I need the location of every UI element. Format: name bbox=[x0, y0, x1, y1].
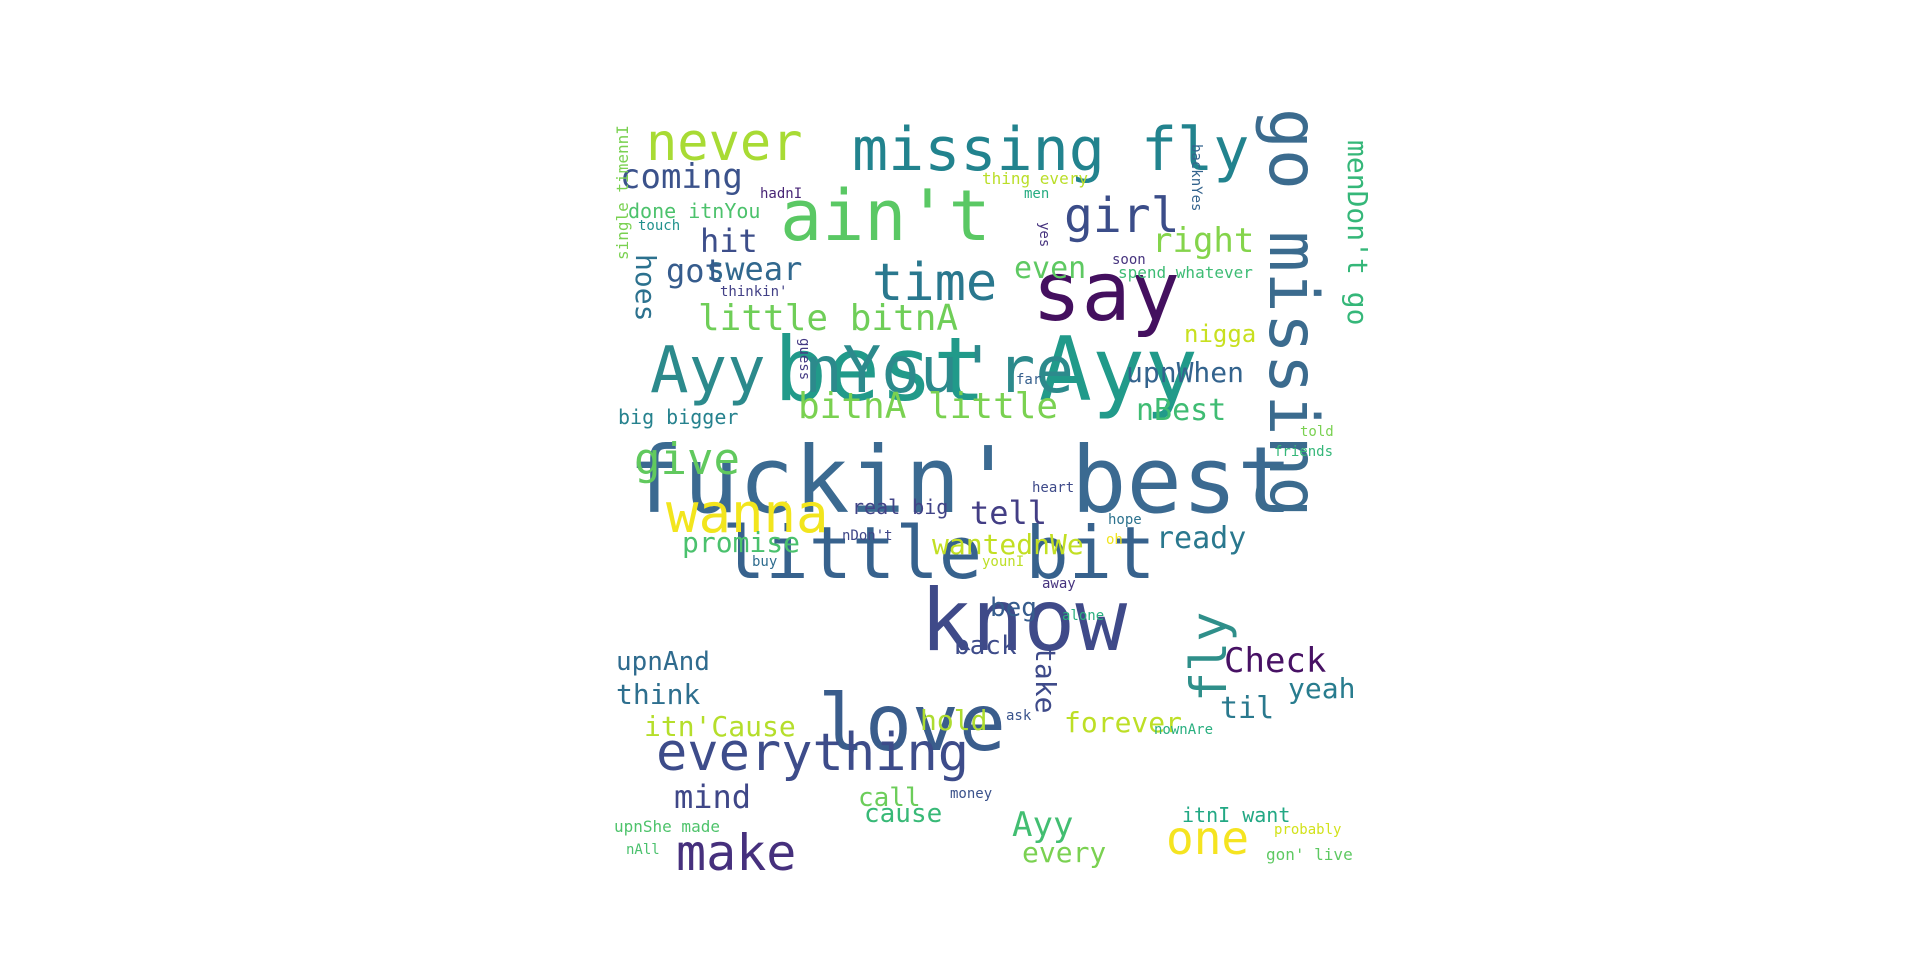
word-cloud-word: guess bbox=[796, 338, 812, 380]
word-cloud-word: little bit bbox=[722, 511, 1155, 595]
word-cloud-word: missing fly bbox=[852, 115, 1249, 185]
word-cloud-word: upnShe made bbox=[614, 817, 720, 836]
word-cloud-word: got bbox=[666, 252, 724, 290]
word-cloud-word: Ayy bbox=[1012, 805, 1073, 845]
word-cloud-word: back bbox=[954, 631, 1017, 661]
word-cloud-word: yeah bbox=[1288, 672, 1355, 705]
word-cloud-word: one bbox=[1166, 811, 1249, 865]
word-cloud-word: big bigger bbox=[618, 405, 738, 429]
word-cloud-word: yes bbox=[1036, 222, 1052, 247]
word-cloud-word: hope bbox=[1108, 512, 1142, 528]
word-cloud-word: nDon't bbox=[842, 528, 893, 544]
word-cloud-word: girl bbox=[1064, 188, 1180, 244]
word-cloud-word: Check bbox=[1224, 641, 1326, 681]
word-cloud-word: men bbox=[1024, 186, 1049, 202]
word-cloud-word: younI bbox=[982, 554, 1024, 570]
word-cloud-word: cause bbox=[864, 799, 942, 829]
word-cloud-word: single timennI bbox=[613, 125, 632, 260]
word-cloud-word: far bbox=[1016, 372, 1041, 388]
word-cloud-word: never bbox=[646, 113, 803, 173]
word-cloud-word: Ayy nYou're bbox=[650, 334, 1074, 408]
word-cloud-word: little bitnA bbox=[698, 298, 958, 339]
word-cloud-word: menDon't go bbox=[1341, 140, 1374, 325]
word-cloud-word: told bbox=[1300, 424, 1334, 440]
word-cloud-word: thing every bbox=[982, 169, 1088, 188]
word-cloud-word: heart bbox=[1032, 480, 1074, 496]
word-cloud-word: swear bbox=[706, 250, 802, 288]
word-cloud-word: hoes bbox=[629, 254, 662, 321]
word-cloud-word: ready bbox=[1156, 521, 1246, 556]
word-cloud-word: itn'Cause bbox=[644, 710, 796, 743]
word-cloud-word: wantednWe bbox=[932, 528, 1084, 561]
word-cloud-word: soon bbox=[1112, 252, 1146, 268]
word-cloud-word: upnAnd bbox=[616, 647, 710, 677]
word-cloud-word: upnWhen bbox=[1126, 356, 1244, 389]
word-cloud-word: make bbox=[676, 824, 796, 882]
word-cloud-word: hit bbox=[700, 222, 758, 260]
word-cloud-word: right bbox=[1152, 221, 1254, 261]
word-cloud-word: oh bbox=[1106, 532, 1123, 548]
word-cloud-word: real big bbox=[852, 495, 948, 519]
word-cloud-word: wanna bbox=[666, 482, 829, 545]
word-cloud-word: hadnI bbox=[760, 186, 802, 202]
word-cloud-word: everything bbox=[656, 723, 969, 783]
word-cloud-word: time bbox=[872, 253, 997, 313]
word-cloud-word: til bbox=[1220, 691, 1274, 726]
word-cloud-word: call bbox=[858, 783, 921, 813]
word-cloud-word: fuckin' best bbox=[628, 427, 1293, 534]
word-cloud-word: forever bbox=[1064, 706, 1182, 739]
word-cloud-word: go missing bbox=[1253, 108, 1332, 517]
word-cloud-word: tell bbox=[970, 494, 1047, 532]
word-cloud-word: ask bbox=[1006, 708, 1032, 724]
word-cloud-word: ain't bbox=[780, 175, 991, 257]
word-cloud-word: friends bbox=[1274, 444, 1333, 460]
word-cloud-word: nigga bbox=[1184, 320, 1256, 348]
word-cloud-word: touch bbox=[638, 218, 680, 234]
word-cloud-word: promise bbox=[682, 526, 800, 559]
word-cloud-word: coming bbox=[620, 157, 743, 197]
word-cloud-word: take bbox=[1029, 646, 1062, 713]
word-cloud-word: every bbox=[1022, 836, 1106, 869]
word-cloud-word: itnI want bbox=[1182, 803, 1290, 827]
word-cloud-word: gon' live bbox=[1266, 845, 1353, 864]
word-cloud-word: nBest bbox=[1136, 393, 1226, 428]
word-cloud-word: done itnYou bbox=[628, 199, 760, 223]
word-cloud-word: money bbox=[950, 786, 992, 802]
word-cloud-word: probably bbox=[1274, 822, 1341, 838]
word-cloud-word: love bbox=[818, 679, 1006, 769]
word-cloud-word: thinkin' bbox=[720, 284, 787, 300]
word-cloud-word: nAll bbox=[626, 842, 660, 858]
word-cloud-word: mind bbox=[674, 778, 751, 816]
word-cloud-word: give bbox=[634, 434, 740, 485]
word-cloud-word: say bbox=[1032, 245, 1180, 340]
word-cloud-word: away bbox=[1042, 576, 1076, 592]
word-cloud-word: best Ayy bbox=[774, 318, 1198, 421]
word-cloud-word: bitnA little bbox=[798, 386, 1058, 427]
word-cloud-word: know bbox=[920, 571, 1127, 671]
word-cloud-word: think bbox=[616, 678, 700, 711]
word-cloud-word: beg bbox=[990, 593, 1037, 623]
word-cloud-word: backnYes bbox=[1188, 144, 1204, 211]
word-cloud-word: alone bbox=[1062, 608, 1104, 624]
word-cloud-word: nownAre bbox=[1154, 722, 1213, 738]
word-cloud-word: even bbox=[1014, 251, 1086, 286]
word-cloud-word: spend whatever bbox=[1118, 263, 1253, 282]
word-cloud-word: hold bbox=[920, 704, 987, 737]
word-cloud-word: fly bbox=[1180, 612, 1238, 702]
word-cloud-word: buy bbox=[752, 554, 777, 570]
